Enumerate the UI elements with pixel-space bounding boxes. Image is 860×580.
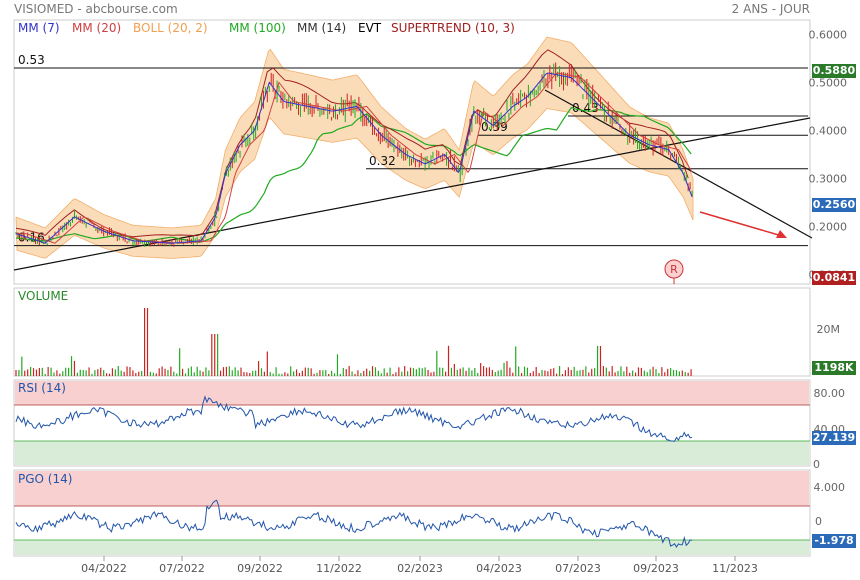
pgo-tick-label: 4.000 <box>814 481 846 494</box>
rsi-title: RSI (14) <box>18 381 66 395</box>
legend-item: MM (20) <box>72 21 121 35</box>
rsi-oversold-zone <box>15 441 809 465</box>
pgo-overbought-zone <box>15 471 809 506</box>
pgo-line <box>15 499 693 548</box>
volume-tag: 1198K <box>812 361 856 375</box>
support-trendline <box>13 117 811 271</box>
legend-item: BOLL (20, 2) <box>133 21 208 35</box>
forecast-arrow <box>699 211 783 237</box>
legend-item: MM (100) <box>229 21 286 35</box>
chart-title: VISIOMED - abcbourse.com <box>14 2 178 16</box>
y-tick-label: 0.3000 <box>809 172 848 185</box>
pgo-tick-label: 0 <box>815 515 822 528</box>
volume-title: VOLUME <box>18 289 68 303</box>
rsi-overbought-zone <box>15 381 809 405</box>
signal-label: R <box>670 263 678 276</box>
rsi-tag: 27.139 <box>812 431 856 445</box>
x-tick-label: 09/2023 <box>633 562 679 575</box>
volume-tick-label: 20M <box>817 323 841 336</box>
x-tick-label: 11/2022 <box>316 562 362 575</box>
pgo-tag: -1.978 <box>812 534 856 548</box>
legend-item: EVT <box>358 21 382 35</box>
x-tick-label: 04/2022 <box>81 562 127 575</box>
rsi-tick-label: 0 <box>813 458 820 471</box>
legend-item: MM (14) <box>297 21 346 35</box>
x-tick-label: 09/2022 <box>237 562 283 575</box>
x-tick-label: 02/2023 <box>397 562 443 575</box>
y-tick-label: 0.4000 <box>809 124 848 137</box>
pgo-oversold-zone <box>15 540 809 555</box>
rsi-tick-label: 80.00 <box>814 387 846 400</box>
price-high-tag: 0.5880 <box>812 64 856 78</box>
legend-item: MM (7) <box>18 21 60 35</box>
pgo-title: PGO (14) <box>18 472 72 486</box>
period-label: 2 ANS - JOUR <box>731 2 810 16</box>
level-label: 0.32 <box>369 154 396 168</box>
y-tick-label: 0.2000 <box>809 220 848 233</box>
forecast-arrowhead <box>776 230 787 238</box>
level-label: 0.53 <box>18 53 45 67</box>
rsi-line <box>15 395 693 442</box>
mm7-line <box>15 72 693 244</box>
price-last-tag: 0.2560 <box>812 198 856 212</box>
y-tick-label: 0.6000 <box>809 28 848 41</box>
x-tick-label: 04/2023 <box>476 562 522 575</box>
price-low-tag: 0.0841 <box>812 271 856 285</box>
x-tick-label: 07/2022 <box>159 562 205 575</box>
x-tick-label: 11/2023 <box>712 562 758 575</box>
mm100-line <box>15 106 692 243</box>
legend-item: SUPERTREND (10, 3) <box>391 21 515 35</box>
bollinger-band <box>15 36 694 259</box>
y-tick-label: 0.5000 <box>809 76 848 89</box>
volume-pane <box>13 287 811 377</box>
mm20-line <box>16 72 693 244</box>
x-tick-label: 07/2023 <box>555 562 601 575</box>
level-label: 0.39 <box>481 120 508 134</box>
